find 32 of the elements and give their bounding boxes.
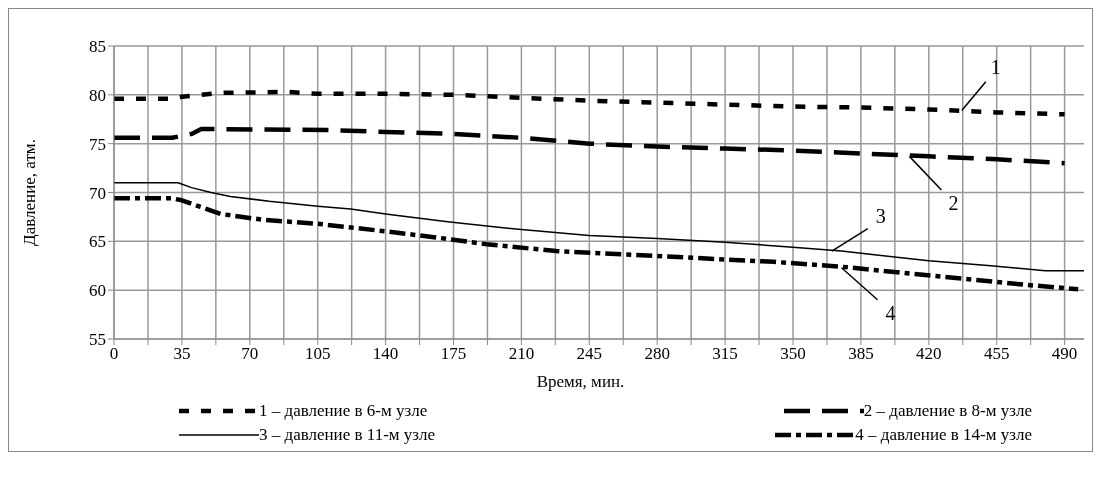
y-tick-label: 75 <box>89 134 106 154</box>
x-tick-label: 315 <box>712 344 738 364</box>
x-tick-label: 455 <box>983 344 1010 364</box>
x-tick-label: 350 <box>780 344 806 364</box>
legend-label: 4 – давление в 14-м узле <box>855 425 1032 445</box>
x-tick-label: 175 <box>440 344 467 364</box>
annotation: 4 <box>885 301 896 324</box>
y-tick-label: 70 <box>89 183 106 203</box>
y-tick-label: 85 <box>89 37 106 57</box>
legend-label: 2 – давление в 8-м узле <box>863 401 1032 421</box>
x-tick-label: 280 <box>644 344 670 364</box>
y-tick-label: 60 <box>89 281 106 301</box>
y-axis-title: Давление, атм. <box>20 139 40 246</box>
x-axis-title: Время, мин. <box>535 371 626 393</box>
y-tick-label: 65 <box>89 232 106 252</box>
x-tick-label: 0 <box>109 344 119 364</box>
x-tick-label: 105 <box>304 344 331 364</box>
annotation: 3 <box>875 205 886 228</box>
x-tick-label: 490 <box>1051 344 1078 364</box>
annotation: 1 <box>990 56 1001 79</box>
legend-label: 1 – давление в 6-м узле <box>259 401 428 421</box>
x-tick-label: 210 <box>508 344 535 364</box>
x-tick-label: 385 <box>848 344 874 364</box>
x-tick-label: 140 <box>372 344 399 364</box>
y-tick-label: 55 <box>89 330 106 350</box>
x-tick-label: 70 <box>241 344 259 364</box>
x-tick-label: 35 <box>173 344 191 364</box>
legend-label: 3 – давление в 11-м узле <box>259 425 436 445</box>
annotation: 2 <box>948 192 959 215</box>
y-tick-label: 80 <box>89 85 106 105</box>
x-tick-label: 245 <box>576 344 603 364</box>
x-tick-label: 420 <box>916 344 942 364</box>
